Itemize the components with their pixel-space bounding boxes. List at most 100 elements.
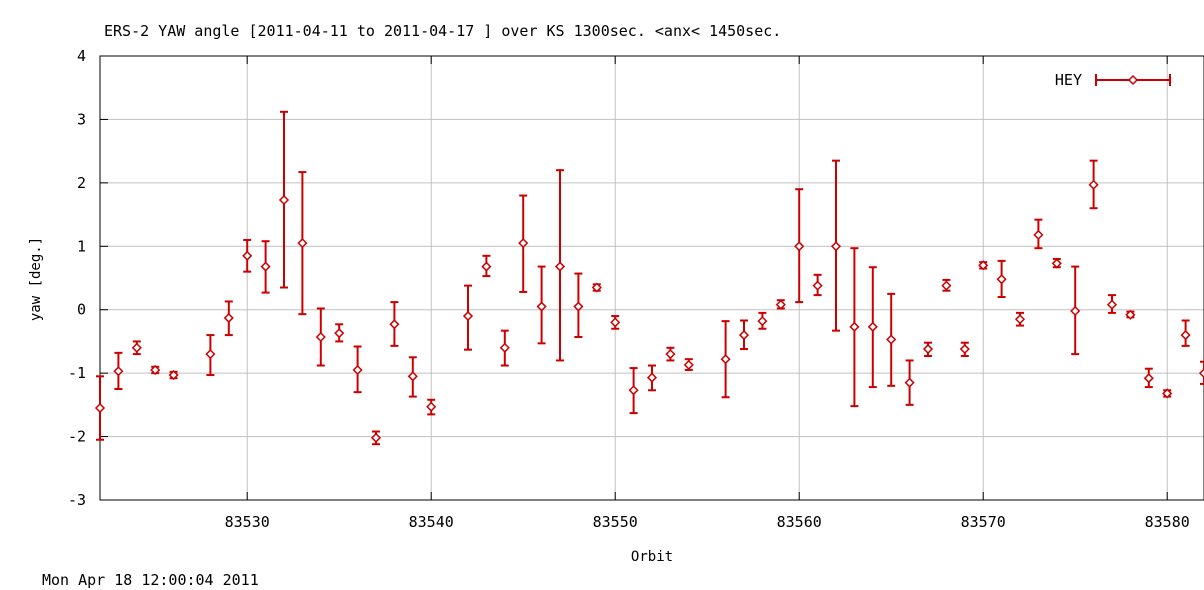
data-point <box>757 311 768 330</box>
data-point <box>867 266 878 389</box>
y-tick-label: -1 <box>68 364 86 382</box>
point-marker <box>720 354 731 365</box>
data-point <box>812 273 823 297</box>
point-marker <box>1014 314 1026 325</box>
data-point <box>168 369 179 381</box>
point-marker <box>1162 388 1173 399</box>
data-point <box>260 240 271 294</box>
data-point <box>315 307 326 367</box>
data-point <box>389 301 400 347</box>
data-point <box>1180 319 1191 347</box>
point-marker <box>1051 258 1062 269</box>
data-point <box>481 254 492 278</box>
data-point <box>1143 367 1154 389</box>
point-marker <box>389 319 400 330</box>
x-tick-labels: 83530 83540 83550 83560 83570 83580 <box>225 513 1190 531</box>
data-point <box>1051 257 1062 269</box>
point-marker <box>462 310 474 322</box>
data-point <box>278 110 290 289</box>
data-point <box>1033 218 1044 250</box>
data-point <box>904 359 915 406</box>
data-point <box>628 367 639 415</box>
data-point <box>334 323 345 343</box>
legend: HEY <box>1055 71 1171 89</box>
data-point <box>223 300 234 337</box>
data-point <box>683 358 694 371</box>
point-marker <box>297 238 308 249</box>
data-point <box>554 169 566 362</box>
legend-marker <box>1127 74 1139 86</box>
data-point <box>131 340 142 356</box>
data-point <box>775 299 786 310</box>
point-marker <box>978 260 989 271</box>
error-bars <box>94 110 1204 446</box>
data-point <box>426 398 437 416</box>
x-tick-label: 83560 <box>777 513 822 531</box>
point-marker <box>610 317 621 328</box>
data-point <box>573 272 584 338</box>
point-marker <box>113 366 124 377</box>
point-marker <box>683 359 694 370</box>
point-marker <box>131 342 142 353</box>
data-point <box>830 159 842 332</box>
point-marker <box>315 331 326 343</box>
point-marker <box>260 261 271 272</box>
point-marker <box>150 364 161 376</box>
x-tick-label: 83540 <box>409 513 454 531</box>
data-point <box>536 265 547 345</box>
data-point <box>978 260 989 271</box>
data-point <box>499 329 510 367</box>
data-point <box>849 247 860 408</box>
data-point <box>462 284 474 351</box>
x-tick-label: 83550 <box>593 513 638 531</box>
point-marker <box>1070 305 1081 317</box>
data-point <box>959 341 970 358</box>
data-point <box>794 188 805 304</box>
y-tick-label: 4 <box>77 47 86 65</box>
point-marker <box>481 261 492 272</box>
point-marker <box>922 343 934 355</box>
data-point <box>941 278 952 292</box>
point-marker <box>573 301 584 312</box>
data-point <box>1014 311 1026 327</box>
point-marker <box>849 321 860 332</box>
point-marker <box>738 330 750 341</box>
data-point <box>591 282 602 293</box>
point-marker <box>407 371 418 382</box>
footer-timestamp: Mon Apr 18 12:00:04 2011 <box>42 571 259 589</box>
point-marker <box>996 274 1007 285</box>
data-point <box>113 351 124 390</box>
point-marker <box>499 342 510 353</box>
point-marker <box>518 238 529 249</box>
point-marker <box>168 369 179 381</box>
point-marker <box>242 250 253 261</box>
point-marker <box>775 299 786 310</box>
data-point <box>407 356 418 398</box>
point-marker <box>94 402 106 414</box>
data-point <box>1070 265 1081 356</box>
point-marker <box>628 385 639 396</box>
x-tick-label: 83570 <box>961 513 1006 531</box>
data-point <box>1088 159 1099 210</box>
x-axis-label: Orbit <box>631 549 673 565</box>
data-point <box>720 320 731 399</box>
point-marker <box>830 241 842 252</box>
point-marker <box>536 301 547 312</box>
data-point <box>665 346 676 362</box>
point-marker <box>646 372 658 383</box>
plot-frame <box>99 55 1204 501</box>
point-marker <box>278 194 290 206</box>
data-point <box>518 194 529 293</box>
point-marker <box>334 328 345 339</box>
point-marker <box>1180 330 1191 341</box>
x-tick-label: 83530 <box>225 513 270 531</box>
data-point <box>1125 309 1136 320</box>
point-marker <box>554 261 566 272</box>
point-marker <box>1198 368 1204 379</box>
point-marker <box>205 349 216 360</box>
point-marker <box>1125 309 1136 320</box>
axis-ticks <box>100 55 1168 501</box>
point-marker <box>794 241 805 252</box>
point-marker <box>370 432 382 443</box>
legend-label-hey: HEY <box>1055 71 1082 89</box>
